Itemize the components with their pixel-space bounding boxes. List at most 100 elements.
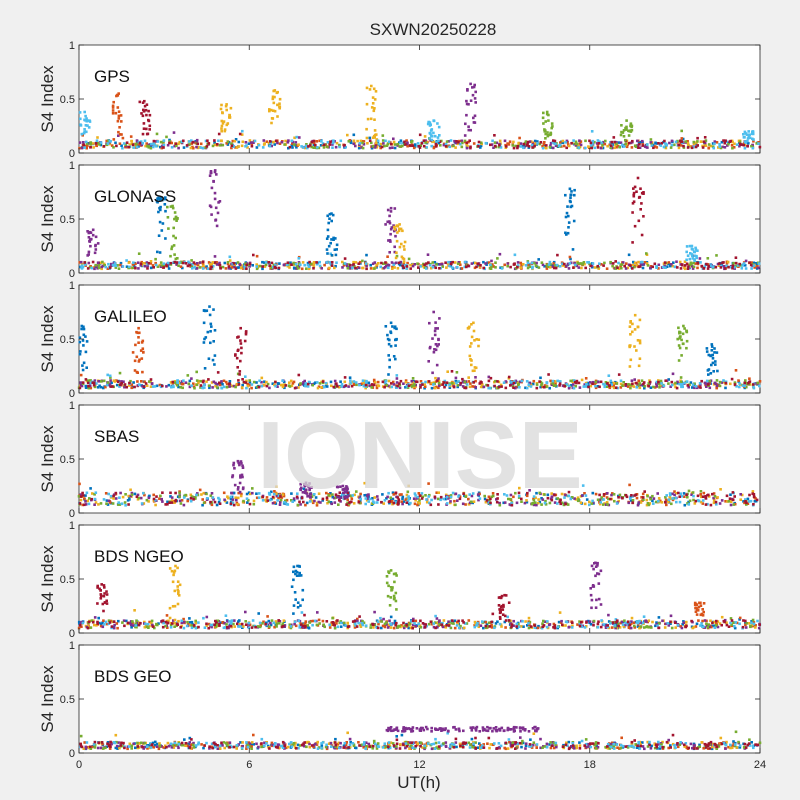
data-point xyxy=(198,266,202,269)
data-point xyxy=(81,494,85,497)
data-point xyxy=(619,264,622,268)
data-point xyxy=(143,264,147,268)
data-point xyxy=(286,141,290,144)
data-point xyxy=(720,615,724,619)
data-point xyxy=(654,624,657,628)
data-point xyxy=(273,501,276,504)
data-point xyxy=(686,267,690,270)
data-point xyxy=(87,253,90,256)
data-point xyxy=(478,492,481,496)
data-point xyxy=(81,265,85,269)
data-point xyxy=(399,379,403,383)
data-point xyxy=(141,370,144,374)
data-point xyxy=(568,187,572,191)
data-point xyxy=(632,191,636,195)
panel-label: GLONASS xyxy=(94,187,176,206)
data-point xyxy=(237,620,240,623)
data-point xyxy=(198,261,202,264)
data-point xyxy=(295,264,299,268)
data-point xyxy=(220,124,224,128)
data-point xyxy=(402,500,406,503)
data-point xyxy=(399,141,402,145)
data-point xyxy=(286,261,290,264)
data-point xyxy=(89,143,92,146)
data-point xyxy=(623,264,626,268)
data-point xyxy=(383,499,387,502)
data-point xyxy=(347,385,350,388)
data-point xyxy=(639,187,642,190)
data-point xyxy=(344,487,347,490)
data-point xyxy=(727,142,730,146)
data-point xyxy=(365,264,368,268)
data-point xyxy=(437,139,440,143)
data-point xyxy=(465,265,468,269)
data-point xyxy=(505,145,508,148)
data-point xyxy=(512,381,516,385)
data-point xyxy=(725,494,729,498)
data-point xyxy=(234,267,238,270)
data-point xyxy=(526,261,530,265)
data-point xyxy=(335,261,338,264)
data-point xyxy=(383,625,387,629)
data-point xyxy=(397,384,401,387)
data-point xyxy=(111,502,115,505)
data-point xyxy=(705,379,709,383)
data-point xyxy=(738,618,741,621)
data-point xyxy=(451,260,454,264)
data-point xyxy=(306,263,310,267)
data-point xyxy=(159,494,162,498)
data-point xyxy=(209,171,213,175)
data-point xyxy=(222,379,226,383)
data-point xyxy=(504,386,508,390)
data-point xyxy=(456,265,459,269)
data-point xyxy=(403,140,406,144)
data-point xyxy=(497,145,501,149)
data-point xyxy=(578,139,581,142)
data-point xyxy=(410,140,413,144)
data-point xyxy=(240,133,244,136)
data-point xyxy=(609,141,612,144)
data-point xyxy=(496,257,499,260)
data-point xyxy=(138,383,141,386)
data-point xyxy=(624,267,628,270)
data-point xyxy=(554,382,557,385)
data-point xyxy=(686,141,690,145)
data-point xyxy=(680,385,683,389)
data-point xyxy=(343,262,347,265)
data-point xyxy=(89,141,92,144)
data-point xyxy=(233,483,237,487)
data-point xyxy=(547,119,550,122)
data-point xyxy=(511,144,515,147)
data-point xyxy=(751,146,755,150)
data-point xyxy=(722,139,725,142)
data-point xyxy=(686,254,690,257)
data-point xyxy=(682,144,685,148)
data-point xyxy=(631,499,635,502)
data-point xyxy=(610,493,613,497)
data-point xyxy=(490,495,493,499)
data-point xyxy=(583,502,587,506)
data-point xyxy=(705,619,708,623)
data-point xyxy=(670,143,674,147)
data-point xyxy=(612,136,616,139)
data-point xyxy=(723,618,727,622)
data-point xyxy=(526,491,529,495)
data-point xyxy=(614,386,618,389)
data-point xyxy=(121,495,125,499)
data-point xyxy=(712,501,716,505)
data-point xyxy=(452,382,456,385)
data-point xyxy=(606,492,609,495)
data-point xyxy=(255,263,258,266)
data-point xyxy=(143,620,146,624)
data-point xyxy=(173,217,176,221)
y-axis-label: S4 Index xyxy=(38,425,57,493)
data-point xyxy=(329,140,332,143)
data-point xyxy=(191,267,194,270)
data-point xyxy=(548,386,551,390)
data-point xyxy=(125,141,129,144)
data-point xyxy=(145,103,149,106)
data-point xyxy=(531,266,534,270)
data-point xyxy=(437,386,440,390)
data-point xyxy=(710,343,714,346)
data-point xyxy=(251,491,254,495)
